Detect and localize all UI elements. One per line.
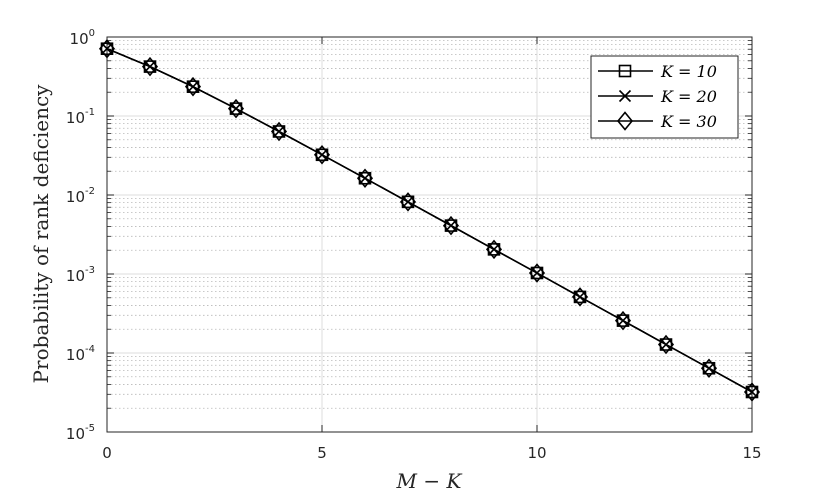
legend-diamond-marker [616, 111, 634, 131]
series-1-square-marker [530, 266, 544, 280]
x-tick-labels: 0 5 10 15 [102, 444, 761, 462]
legend-label-3: K = 30 [660, 112, 717, 131]
series-1-square-marker [444, 219, 458, 232]
series-3-diamond-marker [141, 56, 159, 77]
y-tick-label: 10-2 [66, 186, 95, 206]
y-tick-label: 10-5 [66, 423, 95, 443]
y-tick-base: 10 [70, 30, 89, 48]
legend-label-2: K = 20 [660, 87, 717, 106]
y-tick-exponent: -4 [85, 344, 95, 355]
series-3-diamond-marker [614, 310, 632, 331]
y-tick-exponent: -5 [85, 423, 95, 434]
x-tick-label: 15 [742, 444, 761, 462]
series-1-square-marker [272, 125, 286, 138]
legend-box [590, 55, 739, 139]
series-3-diamond-marker [356, 168, 374, 188]
series-3-diamond-marker [743, 382, 761, 402]
legend: K = 10 K = 20 K = 30 [590, 55, 739, 139]
legend-x-marker [618, 89, 632, 103]
series-1-square-marker [487, 243, 501, 256]
series-lines [106, 48, 753, 393]
y-tick-label: 10-3 [66, 265, 95, 285]
y-tick-base: 10 [66, 425, 85, 443]
y-tick-exponent: 0 [89, 28, 95, 39]
series-1-square-marker [229, 102, 243, 115]
y-tick-exponent: -3 [85, 265, 95, 276]
series-1-square-marker [573, 290, 587, 304]
series-markers [98, 38, 761, 402]
series-1-square-marker [143, 60, 157, 73]
series-1-square-marker [315, 148, 329, 162]
series-3-diamond-marker [399, 192, 417, 212]
series-1-square-marker [659, 338, 673, 351]
plot-frame [106, 36, 753, 433]
series-1-square-marker [616, 314, 630, 327]
series-3-diamond-marker [700, 358, 718, 379]
series-3-diamond-marker [485, 239, 503, 260]
y-tick-label: 10-4 [66, 344, 95, 364]
series-3-diamond-marker [98, 38, 116, 59]
series-3-diamond-marker [571, 287, 589, 307]
series-1-square-marker [186, 80, 200, 93]
legend-label-1: K = 10 [660, 62, 717, 81]
legend-square-marker [618, 64, 632, 78]
series-3-diamond-marker [184, 76, 202, 97]
y-tick-base: 10 [66, 188, 85, 206]
series-1-square-marker [702, 361, 716, 375]
series-3-diamond-marker [313, 145, 331, 165]
series-1-square-marker [401, 195, 415, 209]
series-1-square-marker [100, 42, 114, 56]
series-line-3 [106, 48, 753, 393]
series-3-diamond-marker [442, 215, 460, 236]
x-tick-label: 5 [317, 444, 327, 462]
y-tick-base: 10 [66, 346, 85, 364]
series-3-diamond-marker [657, 334, 675, 355]
y-tick-exponent: -2 [85, 186, 95, 197]
series-3-diamond-marker [528, 263, 546, 283]
y-tick-base: 10 [66, 267, 85, 285]
x-tick-label: 0 [102, 444, 112, 462]
series-3-diamond-marker [270, 121, 288, 142]
series-3-diamond-marker [227, 98, 245, 119]
y-axis-label: Probability of rank deficiency [29, 84, 53, 384]
y-tick-base: 10 [66, 109, 85, 127]
x-axis-label: M − K [396, 469, 463, 493]
series-1-square-marker [358, 171, 372, 185]
series-1-square-marker [745, 385, 759, 399]
y-tick-label: 100 [70, 28, 95, 48]
y-tick-label: 10-1 [66, 107, 95, 127]
axis-ticks [106, 36, 753, 433]
x-tick-label: 10 [527, 444, 546, 462]
y-tick-exponent: -1 [85, 107, 95, 118]
